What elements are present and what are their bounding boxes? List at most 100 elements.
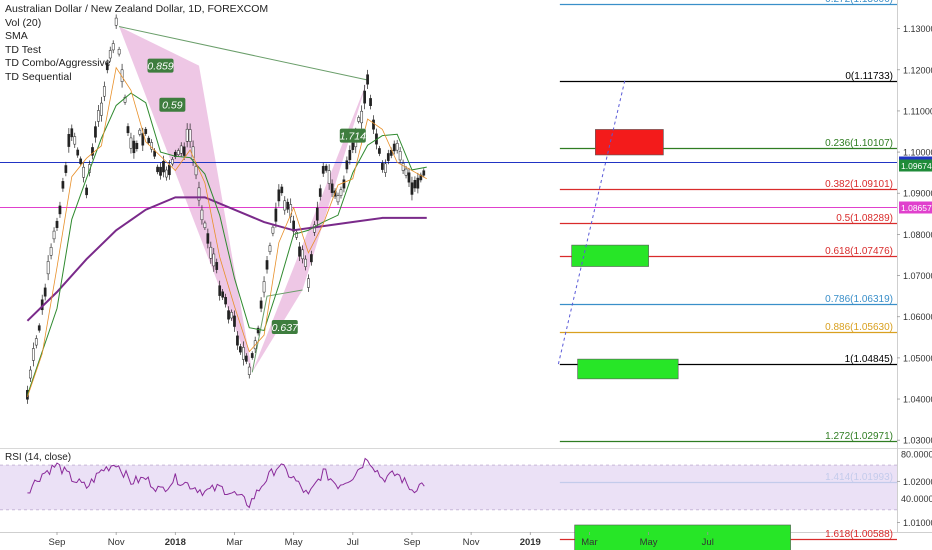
candle-body xyxy=(138,129,142,135)
candle-body xyxy=(162,160,165,173)
candle-body xyxy=(268,245,272,252)
x-tick-label: Nov xyxy=(108,537,125,548)
indicator-vol[interactable]: Vol (20) xyxy=(5,16,42,29)
candle-body xyxy=(348,149,352,161)
candle-body xyxy=(315,207,319,221)
candle-body xyxy=(79,158,83,164)
candle-body xyxy=(401,162,405,171)
candle-body xyxy=(289,204,293,218)
candles xyxy=(26,14,426,404)
candle-body xyxy=(194,166,198,176)
candle-body xyxy=(395,143,399,151)
indicator-sma[interactable]: SMA xyxy=(5,30,28,43)
candle-body xyxy=(209,246,213,259)
rsi-legend[interactable]: RSI (14, close) xyxy=(5,452,72,463)
fib-level-label: 1.618(1.00588) xyxy=(825,529,893,540)
candle-body xyxy=(70,128,74,138)
candle-body xyxy=(221,291,224,298)
x-tick-label: 2018 xyxy=(165,537,186,548)
candle-body xyxy=(369,98,372,106)
candle-body xyxy=(271,226,275,234)
candle-body xyxy=(410,182,414,195)
candle-body xyxy=(404,168,408,176)
candle-body xyxy=(345,160,349,170)
fib-level-label: 0(1.11733) xyxy=(845,71,893,82)
candle-body xyxy=(165,169,168,178)
candle-body xyxy=(321,166,325,174)
candle-body xyxy=(171,159,174,165)
y-tick-label: 1.08000 xyxy=(903,230,932,240)
candle-body xyxy=(197,187,201,201)
candle-body xyxy=(156,166,159,173)
indicator-td-sequential[interactable]: TD Sequential xyxy=(5,70,72,83)
candle-body xyxy=(150,142,154,150)
candle-body xyxy=(242,347,245,360)
pattern-ratio-label: 0.859 xyxy=(147,60,173,72)
y-tick-label: 1.02000 xyxy=(903,477,932,487)
candle-body xyxy=(247,366,251,375)
y-tick-label: 1.12000 xyxy=(903,65,932,75)
candle-body xyxy=(52,230,56,240)
indicator-td-test[interactable]: TD Test xyxy=(5,43,41,56)
candle-body xyxy=(73,136,77,145)
sell-zone xyxy=(595,129,664,156)
rsi-tick-label: 40.0000 xyxy=(901,494,932,504)
candle-body xyxy=(381,163,384,170)
x-tick-label: Nov xyxy=(463,537,480,548)
candle-body xyxy=(283,200,287,211)
x-tick-label: Jul xyxy=(702,537,714,548)
y-tick-label: 1.04000 xyxy=(903,395,932,405)
fib-level-label: 0.618(1.07476) xyxy=(825,246,893,257)
candle-body xyxy=(256,327,260,334)
candle-body xyxy=(147,137,151,143)
candle-body xyxy=(239,346,242,353)
y-tick-label: 1.03000 xyxy=(903,436,932,446)
y-tick-label: 1.01000 xyxy=(903,518,932,528)
candle-body xyxy=(58,205,62,215)
candle-body xyxy=(85,187,88,196)
candle-body xyxy=(49,247,53,256)
candle-body xyxy=(378,148,381,154)
candle-body xyxy=(46,261,50,275)
chart-title: Australian Dollar / New Zealand Dollar, … xyxy=(5,3,269,15)
candle-body xyxy=(31,348,35,361)
candle-body xyxy=(416,177,420,189)
projection-line xyxy=(557,79,626,365)
candle-body xyxy=(206,233,210,244)
candle-body xyxy=(102,86,106,97)
pattern-ratio-label: 1.714 xyxy=(340,130,366,142)
candle-body xyxy=(357,117,361,122)
candle-body xyxy=(173,151,177,158)
x-tick-label: Sep xyxy=(49,537,66,548)
candle-body xyxy=(212,253,216,267)
candle-body xyxy=(383,163,387,173)
candle-body xyxy=(324,165,328,171)
candle-body xyxy=(100,102,103,116)
candle-body xyxy=(372,119,375,130)
chart-legend: Australian Dollar / New Zealand Dollar, … xyxy=(5,3,268,85)
pattern-ratio-badge xyxy=(147,58,174,73)
price-tag xyxy=(899,201,932,214)
candle-body xyxy=(215,262,219,270)
rsi-tick-label: 80.0000 xyxy=(901,449,932,459)
indicator-td-combo[interactable]: TD Combo/Aggressive xyxy=(5,57,111,70)
pattern-ratio-badge xyxy=(271,320,298,335)
candle-body xyxy=(277,189,281,202)
pattern-ratio-label: 0.637 xyxy=(272,322,299,334)
candle-body xyxy=(280,186,284,194)
y-tick-label: 1.09000 xyxy=(903,189,932,199)
x-tick-label: Mar xyxy=(226,537,242,548)
candle-body xyxy=(135,142,139,150)
candle-body xyxy=(129,137,133,149)
candle-body xyxy=(91,147,94,156)
candle-body xyxy=(250,353,254,358)
candle-body xyxy=(389,149,393,156)
candle-body xyxy=(218,285,222,296)
x-tick-label: Mar xyxy=(581,537,597,548)
rsi-line xyxy=(27,457,425,509)
candle-body xyxy=(336,195,340,203)
candle-body xyxy=(422,170,426,176)
candle-body xyxy=(351,142,355,150)
candle-body xyxy=(307,278,310,288)
